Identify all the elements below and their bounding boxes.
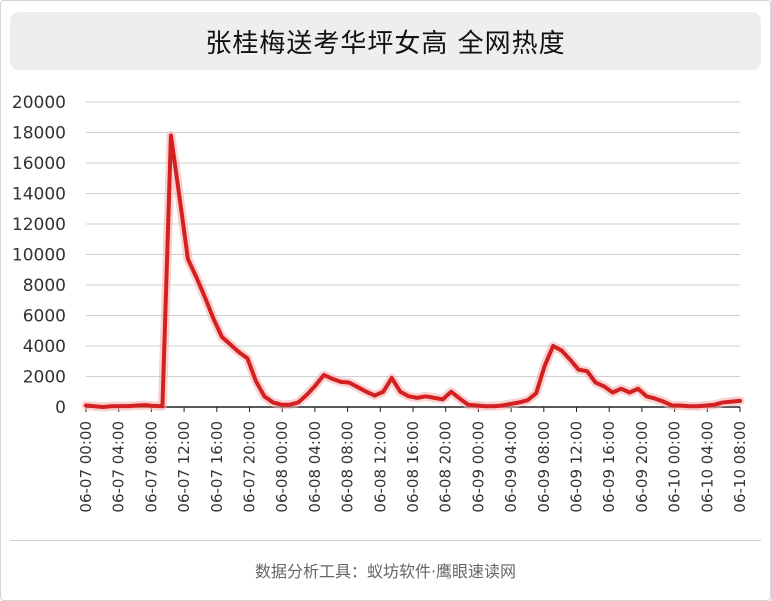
y-tick-label: 4000 — [23, 337, 66, 357]
footer-source: 数据分析工具：蚁坊软件·鹰眼速读网 — [254, 562, 517, 581]
x-tick-label: 06-09 20:00 — [633, 421, 651, 513]
x-tick-label: 06-09 04:00 — [502, 421, 520, 513]
x-tick-label: 06-08 12:00 — [371, 421, 389, 513]
x-tick-label: 06-07 00:00 — [77, 421, 95, 513]
footer-divider — [10, 540, 761, 541]
y-tick-label: 6000 — [23, 307, 66, 327]
x-tick-label: 06-10 04:00 — [698, 421, 716, 513]
x-tick-label: 06-08 04:00 — [306, 421, 324, 513]
chart-title: 张桂梅送考华坪女高 全网热度 — [205, 28, 566, 59]
series-line — [84, 133, 742, 409]
x-tick-label: 06-10 00:00 — [666, 421, 684, 513]
title-box: 张桂梅送考华坪女高 全网热度 — [10, 12, 761, 70]
x-tick-label: 06-09 16:00 — [600, 421, 618, 513]
x-tick-label: 06-09 08:00 — [535, 421, 553, 513]
series-line-glow — [81, 131, 745, 412]
y-tick-label: 2000 — [23, 368, 66, 388]
x-tick-label: 06-07 20:00 — [241, 421, 259, 513]
y-tick-label: 16000 — [12, 154, 66, 174]
x-tick-label: 06-08 08:00 — [339, 421, 357, 513]
x-tick-label: 06-07 12:00 — [175, 421, 193, 513]
y-tick-label: 0 — [55, 398, 66, 418]
x-tick-label: 06-07 04:00 — [110, 421, 128, 513]
y-tick-label: 14000 — [12, 185, 66, 205]
x-tick-label: 06-07 16:00 — [208, 421, 226, 513]
x-tick-label: 06-09 00:00 — [469, 421, 487, 513]
x-tick-label: 06-07 08:00 — [142, 421, 160, 513]
y-tick-label: 20000 — [12, 93, 66, 113]
y-tick-label: 8000 — [23, 276, 66, 296]
y-tick-label: 18000 — [12, 124, 66, 144]
x-tick-label: 06-09 12:00 — [568, 421, 586, 513]
x-tick-label: 06-08 16:00 — [404, 421, 422, 513]
x-tick-label: 06-08 20:00 — [437, 421, 455, 513]
x-tick-label: 06-08 00:00 — [273, 421, 291, 513]
y-tick-label: 10000 — [12, 246, 66, 266]
y-tick-label: 12000 — [12, 215, 66, 235]
x-tick-label: 06-10 08:00 — [731, 421, 749, 513]
